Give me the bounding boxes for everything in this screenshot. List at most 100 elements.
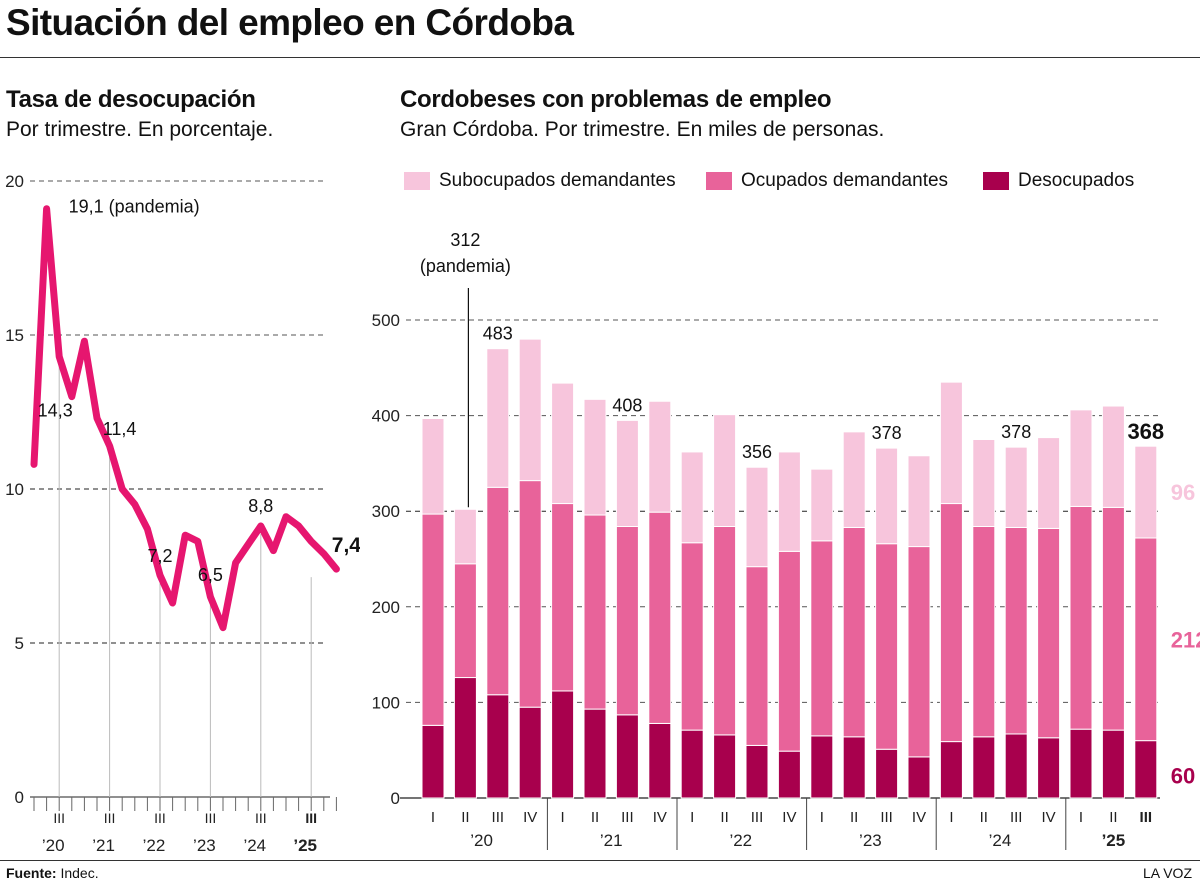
bar-chart-total-sublabel: (pandemia)	[420, 256, 511, 276]
bar-segment-ocupados	[745, 566, 769, 746]
bar-chart-last-value-label: 212	[1171, 627, 1200, 652]
bar-chart-total-label: 408	[612, 395, 642, 415]
bar-segment-desocupados	[810, 735, 834, 799]
bar-segment-subocupados	[615, 419, 639, 527]
bar-segment-subocupados	[583, 398, 607, 516]
bar-segment-subocupados	[842, 431, 866, 528]
bar-chart-quarter-label: I	[949, 809, 953, 826]
header-rule	[0, 57, 1200, 58]
bar-segment-subocupados	[810, 468, 834, 542]
bar-chart-quarter-label: II	[850, 809, 858, 826]
bar-chart-quarter-label: II	[461, 809, 469, 826]
footer-source-label: Fuente:	[6, 865, 57, 881]
bar-segment-ocupados	[1037, 527, 1061, 739]
line-chart-year-label: ’23	[193, 836, 216, 855]
left-chart-subtitle: Por trimestre. En porcentaje.	[6, 118, 274, 141]
line-chart-annotation: 14,3	[38, 401, 73, 421]
bar-chart-year-label: ’22	[729, 831, 752, 850]
bar-segment-desocupados	[551, 690, 575, 799]
bar-segment-desocupados	[1004, 733, 1028, 799]
bar-segment-ocupados	[453, 563, 477, 679]
bar-segment-subocupados	[518, 338, 542, 482]
bar-chart-total-label: 378	[872, 423, 902, 443]
bar-segment-subocupados	[1004, 446, 1028, 528]
line-chart-annotation: 7,4	[332, 534, 360, 557]
bar-chart-total-label: 378	[1001, 422, 1031, 442]
bar-chart-ytick-label: 100	[372, 693, 400, 712]
line-chart-year-label: ’22	[143, 836, 166, 855]
bar-chart-quarter-label: II	[591, 809, 599, 826]
bar-segment-desocupados	[745, 744, 769, 799]
legend-swatch-desocupados	[983, 172, 1009, 190]
line-chart-ytick-label: 20	[5, 172, 24, 191]
bar-chart-quarter-label: I	[431, 809, 435, 826]
bar-chart-quarter-label: III	[492, 809, 505, 826]
bar-segment-ocupados	[907, 546, 931, 758]
bar-segment-subocupados	[907, 455, 931, 548]
bar-segment-desocupados	[713, 734, 737, 799]
bar-segment-subocupados	[1134, 445, 1158, 539]
bar-chart-quarter-label: II	[980, 809, 988, 826]
bar-segment-ocupados	[680, 542, 704, 731]
bar-chart-quarter-label: I	[690, 809, 694, 826]
line-chart-annotation: 11,4	[103, 419, 137, 439]
right-chart-subtitle: Gran Córdoba. Por trimestre. En miles de…	[400, 118, 885, 141]
bar-chart-ytick-label: 0	[391, 789, 400, 808]
line-chart-year-label: ’25	[293, 836, 317, 855]
main-title: Situación del empleo en Córdoba	[6, 2, 574, 43]
bar-segment-ocupados	[518, 480, 542, 708]
legend-item-subocupados: Subocupados demandantes	[404, 170, 676, 192]
bar-segment-ocupados	[939, 503, 963, 743]
legend-label-subocupados: Subocupados demandantes	[439, 170, 676, 191]
bar-chart-ytick-label: 400	[372, 407, 400, 426]
legend-swatch-subocupados	[404, 172, 430, 190]
footer-rule	[0, 860, 1200, 861]
bar-segment-subocupados	[648, 400, 672, 513]
bar-chart-year-label: ’24	[989, 831, 1012, 850]
bar-segment-subocupados	[1101, 405, 1125, 508]
footer-brand: LA VOZ	[1142, 865, 1192, 881]
bar-segment-desocupados	[777, 750, 801, 799]
legend-label-ocupados: Ocupados demandantes	[741, 170, 949, 191]
line-chart-annotation: 19,1 (pandemia)	[69, 197, 200, 217]
left-chart-title: Tasa de desocupación	[6, 86, 256, 113]
line-chart-quarter-label: III	[305, 810, 317, 826]
bar-segment-desocupados	[486, 694, 510, 799]
bar-chart-quarter-label: III	[621, 809, 634, 826]
bar-segment-subocupados	[939, 381, 963, 505]
right-chart-title: Cordobeses con problemas de empleo	[400, 86, 832, 113]
unemployment-line-chart: 0 5 10 15 20 III III III III III III ’20 ’21 ’22 ’23 ’2…	[5, 172, 360, 855]
bar-chart-quarter-label: IV	[782, 809, 796, 826]
bar-segment-ocupados	[875, 543, 899, 750]
bar-segment-subocupados	[421, 417, 445, 515]
bar-segment-desocupados	[583, 708, 607, 799]
line-chart-ytick-label: 15	[5, 326, 24, 345]
bar-chart-quarter-label: III	[1010, 809, 1023, 826]
line-chart-quarter-label: III	[154, 810, 166, 826]
bar-segment-ocupados	[551, 503, 575, 692]
bar-chart-total-label: 483	[483, 324, 513, 344]
bar-chart-year-label: ’21	[600, 831, 623, 850]
line-chart-quarter-label: III	[104, 810, 116, 826]
bar-segment-desocupados	[615, 714, 639, 799]
line-chart-quarter-label: III	[53, 810, 65, 826]
line-chart-ytick-label: 10	[5, 480, 24, 499]
bar-segment-desocupados	[875, 748, 899, 799]
bar-segment-ocupados	[972, 525, 996, 738]
bar-segment-desocupados	[907, 756, 931, 799]
bar-segment-subocupados	[777, 451, 801, 552]
bar-segment-ocupados	[713, 525, 737, 736]
bar-segment-subocupados	[453, 508, 477, 565]
bar-chart-quarter-label: II	[720, 809, 728, 826]
bar-chart-quarter-label: IV	[912, 809, 926, 826]
bar-chart-quarter-label: IV	[1042, 809, 1056, 826]
bar-segment-subocupados	[713, 414, 737, 527]
line-chart-annotation: 6,5	[198, 565, 223, 585]
bar-chart-year-label: ’25	[1102, 831, 1126, 850]
bar-segment-subocupados	[972, 439, 996, 527]
bar-segment-subocupados	[1069, 409, 1093, 507]
bar-segment-desocupados	[1134, 740, 1158, 799]
bar-chart-ytick-label: 500	[372, 311, 400, 330]
line-chart-series-line	[30, 205, 340, 632]
line-chart-annotation: 7,2	[147, 546, 172, 566]
